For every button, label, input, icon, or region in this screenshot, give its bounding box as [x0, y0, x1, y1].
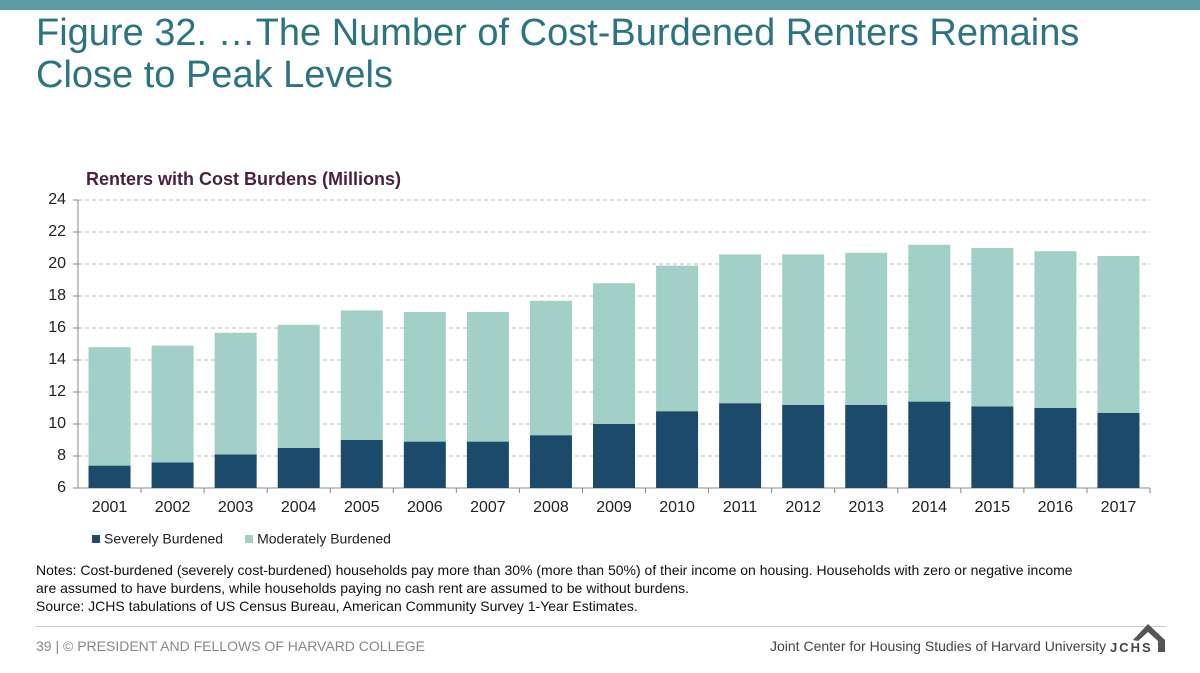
bar-segment [88, 465, 131, 488]
footer-left: 39 | © PRESIDENT AND FELLOWS OF HARVARD … [36, 638, 425, 654]
legend-swatch [245, 535, 254, 543]
x-tick-label: 2016 [1038, 499, 1074, 516]
bar-segment [466, 312, 509, 442]
legend-swatch [92, 535, 100, 543]
y-tick-label: 6 [57, 479, 66, 496]
bar-segment [782, 404, 825, 488]
y-tick-label: 12 [48, 383, 66, 400]
bar-segment [845, 404, 888, 488]
bar-segment [88, 347, 131, 466]
bar-segment [151, 345, 194, 463]
x-tick-label: 2010 [659, 499, 695, 516]
x-tick-label: 2015 [975, 499, 1011, 516]
bar-segment [214, 332, 257, 455]
x-tick-label: 2001 [92, 499, 128, 516]
y-tick-label: 16 [48, 319, 66, 336]
bar-segment [403, 312, 446, 442]
bar-segment [656, 265, 699, 412]
legend-label: Severely Burdened [104, 531, 223, 547]
x-tick-label: 2017 [1101, 499, 1137, 516]
x-tick-label: 2011 [723, 499, 758, 516]
chart: Renters with Cost Burdens (Millions) 6 8 1… [48, 169, 1151, 547]
y-tick-label: 8 [57, 447, 66, 464]
bar-segment [340, 440, 383, 488]
y-tick-label: 18 [48, 287, 66, 304]
bar-segment [971, 406, 1014, 488]
top-bar [0, 0, 1200, 10]
y-tick-label: 10 [48, 415, 66, 432]
bar-segment [782, 254, 825, 405]
notes: Notes: Cost-burdened (severely cost-burd… [36, 561, 1073, 615]
x-tick-label: 2008 [533, 499, 569, 516]
bar-segment [214, 454, 257, 488]
bar-segment [908, 401, 951, 488]
bar-segment [845, 252, 888, 405]
bar-segment [971, 248, 1014, 407]
footer-rule [36, 626, 1166, 627]
footer-right: Joint Center for Housing Studies of Harv… [770, 638, 1107, 654]
bar-segment [1097, 412, 1140, 488]
note-line: are assumed to have burdens, while house… [36, 580, 689, 596]
bar-segment [593, 283, 635, 424]
slide-title: Figure 32. …The Number of Cost-Burdened … [36, 12, 1080, 96]
y-tick-label: 14 [48, 351, 66, 368]
x-tick-label: 2009 [596, 499, 632, 516]
bar-segment [719, 254, 762, 404]
bar-segment [340, 310, 383, 440]
bar-segment [719, 403, 762, 488]
bar-segment [466, 441, 509, 488]
bar-segment [529, 435, 572, 488]
bar-segment [1034, 408, 1077, 488]
bar-segment [656, 411, 699, 488]
x-tick-label: 2007 [470, 499, 506, 516]
y-tick-label: 24 [48, 191, 66, 208]
bar-segment [1097, 256, 1140, 413]
y-tick-label: 22 [48, 223, 66, 240]
legend-label: Moderately Burdened [257, 531, 391, 547]
x-tick-label: 2005 [344, 499, 380, 516]
bar-segment [908, 244, 951, 402]
x-tick-label: 2014 [911, 499, 947, 516]
note-line: Source: JCHS tabulations of US Census Bu… [36, 598, 638, 614]
x-tick-label: 2002 [155, 499, 191, 516]
bar-segment [593, 424, 635, 488]
x-tick-label: 2006 [407, 499, 443, 516]
x-tick-label: 2003 [218, 499, 254, 516]
bar-segment [277, 448, 320, 488]
bar-segment [403, 441, 446, 488]
bar-segment [1034, 251, 1077, 408]
x-tick-label: 2013 [848, 499, 884, 516]
chart-title: Renters with Cost Burdens (Millions) [86, 169, 401, 189]
note-line: Notes: Cost-burdened (severely cost-burd… [36, 562, 1073, 578]
bar-segment [277, 324, 320, 448]
bar-segment [151, 462, 194, 488]
x-tick-label: 2004 [281, 499, 317, 516]
bar-segment [529, 300, 572, 436]
x-tick-label: 2012 [785, 499, 821, 516]
logo: JCHS [1110, 640, 1153, 655]
y-tick-label: 20 [48, 255, 66, 272]
